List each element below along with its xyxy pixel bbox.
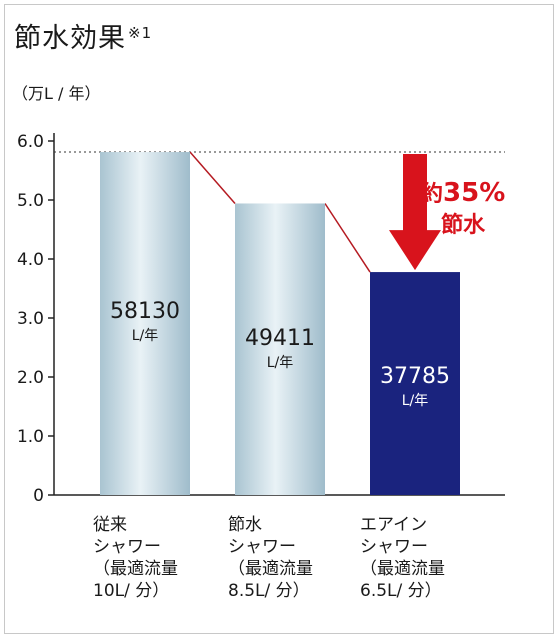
y-tick-label: 4.0 <box>17 250 44 270</box>
bar-value-label: 37785 <box>380 364 450 389</box>
y-tick-label: 6.0 <box>17 132 44 152</box>
category-label-conventional: 従来 シャワー （最適流量 10L/ 分） <box>93 515 178 601</box>
bar-unit-label: L/年 <box>132 328 159 344</box>
connector-line <box>324 203 371 273</box>
y-axis-unit-label: （万L / 年） <box>12 84 101 103</box>
category-label-air-in: エアイン シャワー （最適流量 6.5L/ 分） <box>360 515 445 601</box>
y-tick-label: 3.0 <box>17 309 44 329</box>
title-note: ※1 <box>128 24 153 42</box>
bar <box>370 272 460 495</box>
connector-line <box>189 151 236 204</box>
bar-unit-label: L/年 <box>267 355 294 371</box>
callout-percent: 35% <box>443 178 506 208</box>
y-tick-label: 0 <box>33 486 44 506</box>
bar-value-label: 49411 <box>245 326 315 351</box>
chart-frame <box>4 4 554 634</box>
callout-suffix: 節水 <box>441 213 486 238</box>
y-tick-label: 2.0 <box>17 368 44 388</box>
savings-arrow <box>389 154 441 271</box>
bar-unit-label: L/年 <box>402 393 429 409</box>
chart-title: 節水効果 ※1 <box>14 23 153 54</box>
y-tick-label: 1.0 <box>17 427 44 447</box>
y-tick-label: 5.0 <box>17 191 44 211</box>
callout-prefix: 約 <box>421 182 444 207</box>
bar <box>235 203 325 495</box>
savings-callout: 約35% 節水 <box>421 178 505 241</box>
bar <box>100 152 190 495</box>
category-label-water-saving: 節水 シャワー （最適流量 8.5L/ 分） <box>228 515 313 601</box>
bar-value-label: 58130 <box>110 299 180 324</box>
